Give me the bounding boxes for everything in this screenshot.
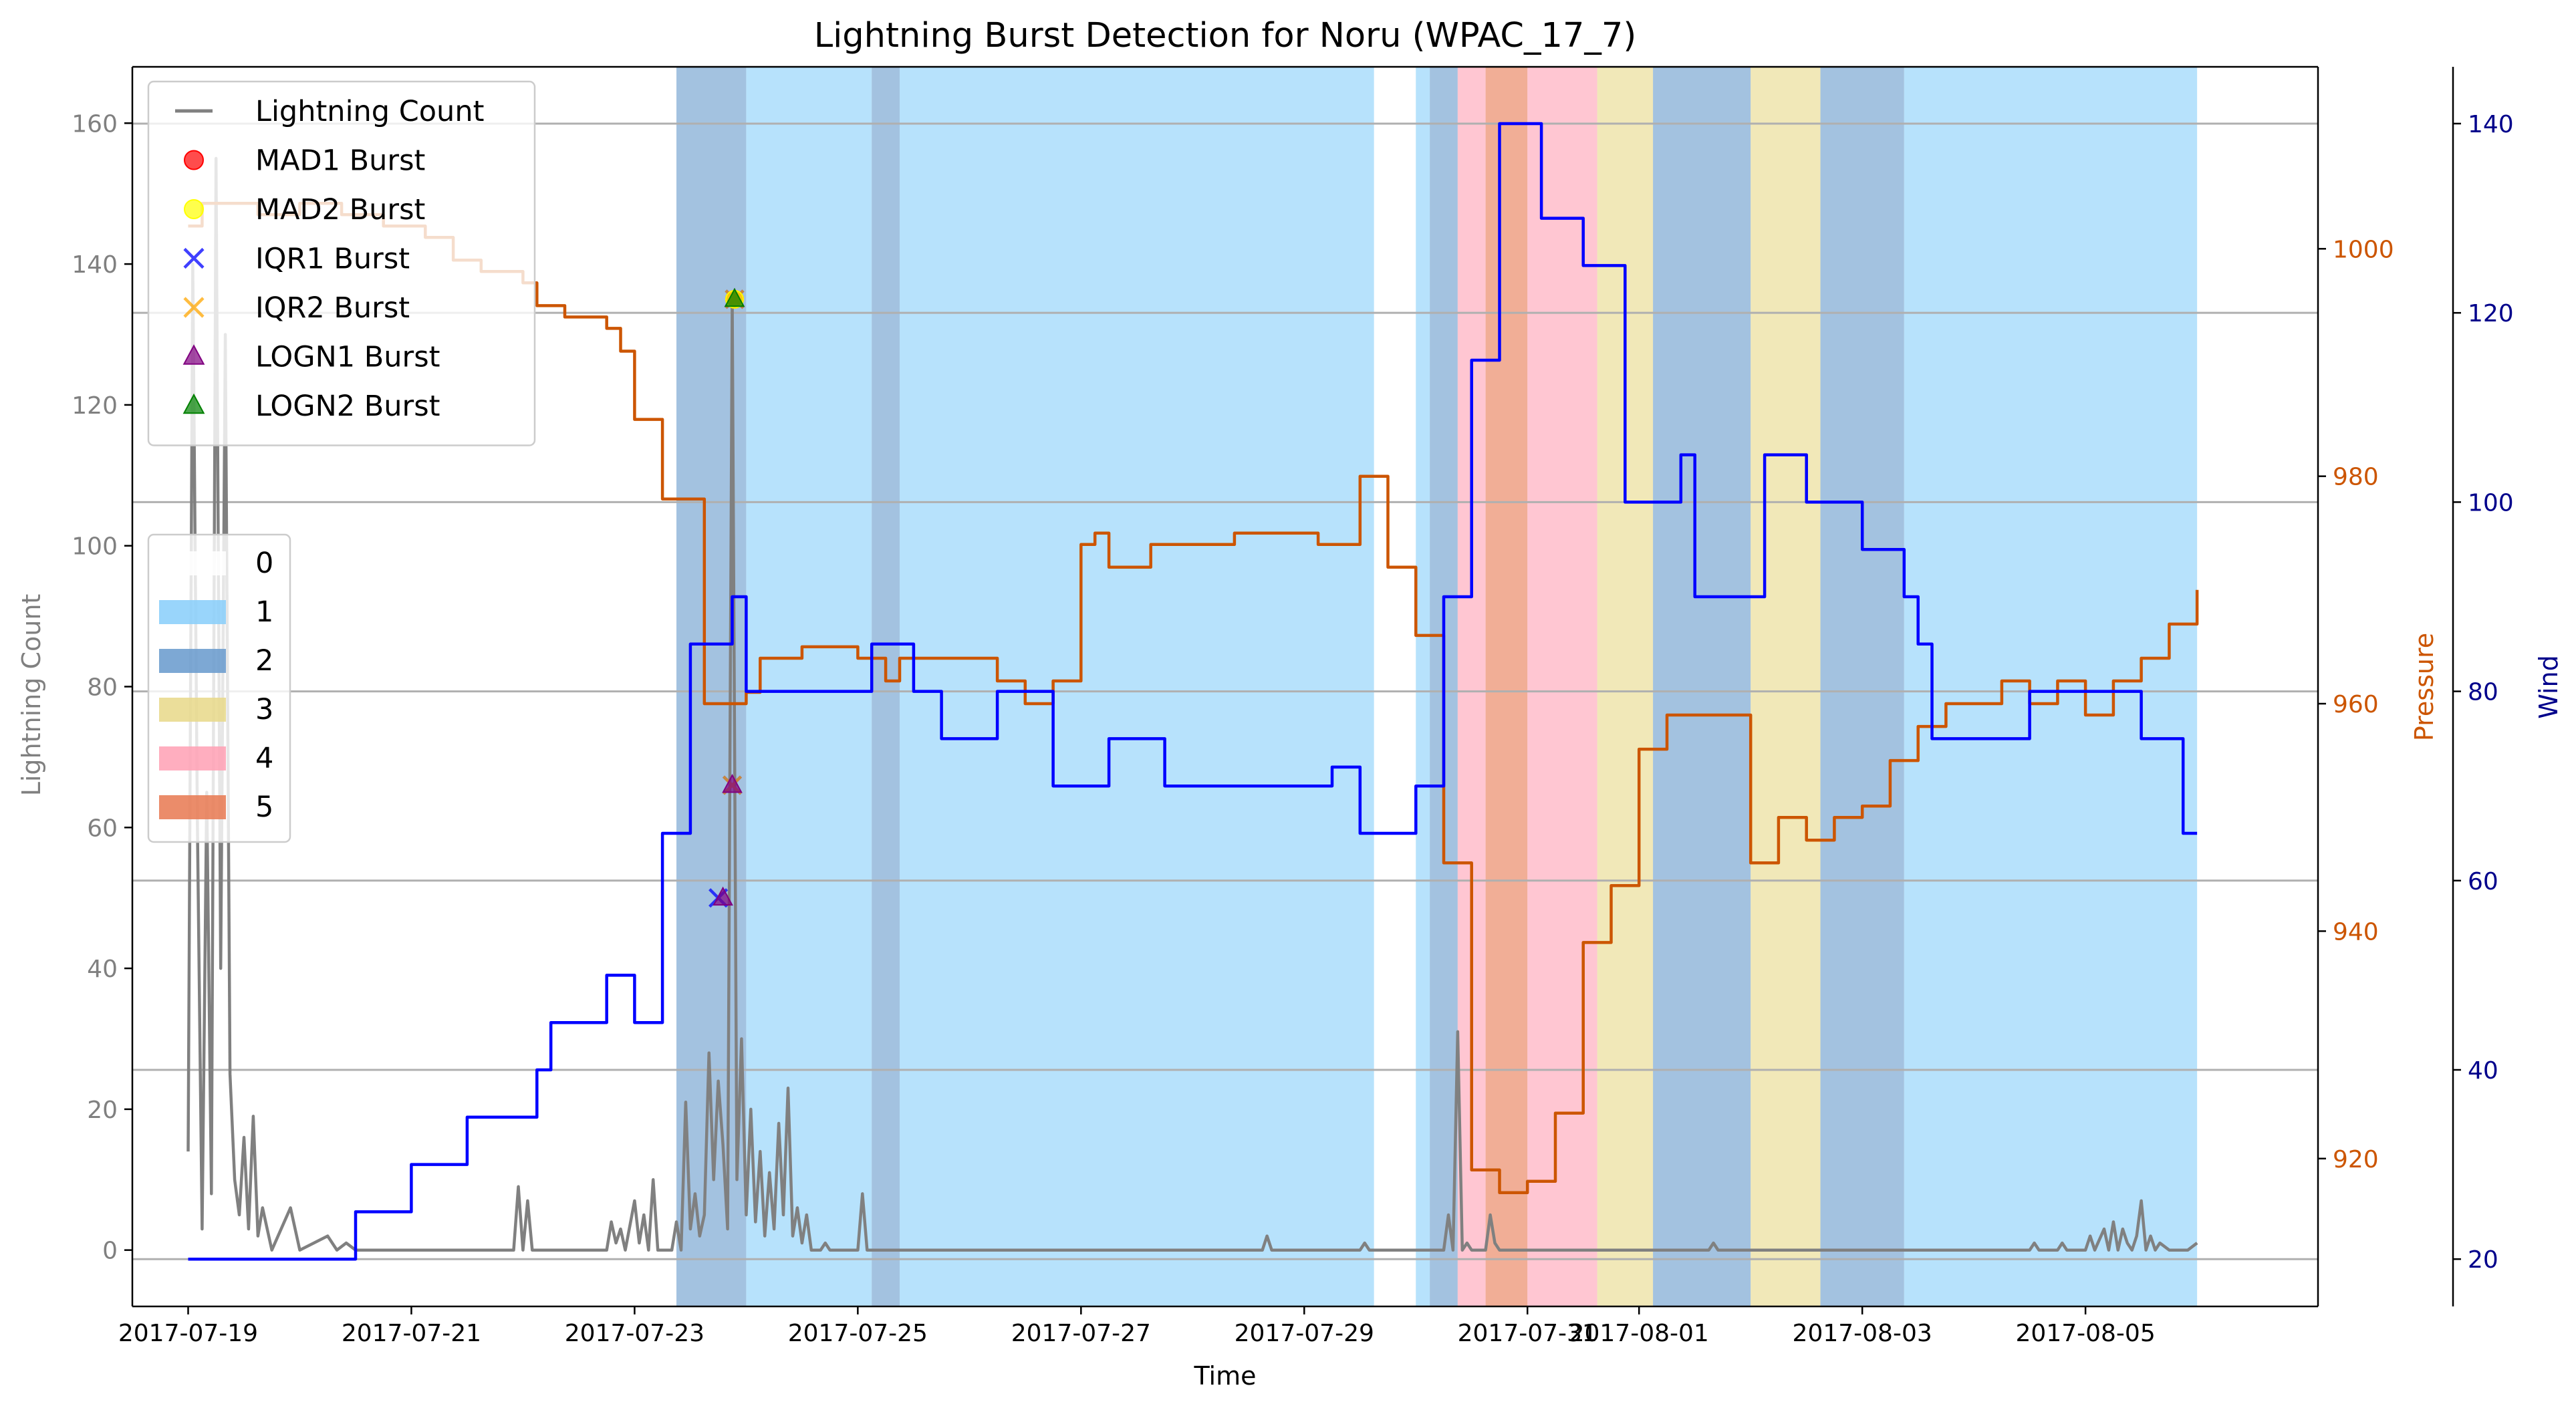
burst-logn2-burst-0	[724, 287, 745, 307]
legend-marker-icon-6	[182, 393, 205, 414]
y-left-tick-label-8: 160	[72, 110, 118, 138]
x-tick-label-5: 2017-07-29	[1235, 1320, 1374, 1347]
legend-category-label-3: 3	[255, 693, 273, 726]
legend-marker-icon-1	[184, 150, 204, 170]
legend-category-swatch-5	[159, 795, 226, 819]
legend-marker-label-3: IQR1 Burst	[255, 243, 410, 276]
axes: 2017-07-19 2017-07-21 2017-07-23 2017-07-25…	[72, 65, 2514, 1347]
legend-category-swatch-4	[159, 746, 226, 770]
legend-category-label-2: 2	[255, 644, 273, 678]
legend-category-label-0: 0	[255, 547, 273, 580]
x-tick-label-4: 2017-07-27	[1011, 1320, 1151, 1347]
category-band-12	[1820, 67, 1904, 1306]
legend-marker-label-1: MAD1 Burst	[255, 144, 425, 178]
legend-marker-label-4: IQR2 Burst	[255, 291, 410, 325]
burst-logn1-burst-0	[713, 886, 733, 906]
y-pressure-tick-label-1: 940	[2333, 918, 2379, 946]
y-wind-tick-label-5: 120	[2468, 300, 2514, 327]
category-band-8	[1527, 67, 1597, 1306]
legend-category-label-5: 5	[255, 791, 273, 824]
y-wind-tick-label-4: 100	[2468, 489, 2514, 517]
x-tick-label-1: 2017-07-21	[342, 1320, 481, 1347]
category-band-4	[1416, 67, 1430, 1306]
y-axis-label-pressure: Pressure	[2410, 633, 2439, 741]
x-tick-label-3: 2017-07-25	[788, 1320, 928, 1347]
y-axis-label-lightning: Lightning Count	[17, 594, 46, 797]
y-left-tick-label-7: 140	[72, 251, 118, 279]
y-wind-tick-label-6: 140	[2468, 111, 2514, 138]
y-left-tick-label-4: 80	[87, 674, 118, 702]
legend-marker-icon-4	[183, 297, 205, 318]
y-left-tick-label-5: 100	[72, 533, 118, 561]
category-band-1	[746, 67, 872, 1306]
legend-marker-label-0: Lightning Count	[255, 95, 484, 128]
x-tick-label-9: 2017-08-05	[2016, 1320, 2156, 1347]
category-bands	[676, 67, 2198, 1306]
x-axis-label: Time	[1194, 1361, 1257, 1391]
series-lines	[186, 122, 2199, 1261]
x-tick-label-7: 2017-08-01	[1569, 1320, 1709, 1347]
series-line-pressure	[188, 201, 2199, 1195]
legend-category-swatch-2	[159, 649, 226, 673]
category-band-11	[1751, 67, 1821, 1306]
category-band-13	[1904, 67, 2198, 1306]
legend-marker-icon-5	[182, 344, 205, 365]
y-pressure-tick-label-0: 920	[2333, 1146, 2379, 1173]
burst-logn1-burst-1	[722, 774, 743, 793]
y-pressure-tick-label-4: 1000	[2333, 236, 2394, 263]
y-left-tick-label-1: 20	[87, 1097, 118, 1124]
category-band-10	[1653, 67, 1751, 1306]
y-pressure-tick-label-2: 960	[2333, 691, 2379, 718]
legends: Lightning Count MAD1 Burst MAD2 Burst IQR1 …	[147, 80, 536, 843]
series-line-lightning-count	[186, 156, 2198, 1252]
category-band-7	[1485, 67, 1528, 1306]
y-wind-tick-label-1: 40	[2468, 1057, 2498, 1085]
legend-marker-icon-3	[183, 247, 205, 269]
legend-marker-icon-2	[184, 199, 204, 219]
legend-category-swatch-3	[159, 698, 226, 722]
chart-title: Lightning Burst Detection for Noru (WPAC…	[814, 16, 1637, 55]
x-tick-label-6: 2017-07-31	[1458, 1320, 1597, 1347]
legend-marker-label-6: LOGN2 Burst	[255, 390, 440, 423]
x-tick-label-8: 2017-08-03	[1793, 1320, 1932, 1347]
legend-marker-label-2: MAD2 Burst	[255, 193, 425, 227]
legend-category-swatch-0	[159, 551, 226, 575]
y-left-tick-label-0: 0	[102, 1238, 118, 1265]
burst-markers	[709, 287, 745, 908]
legend-category-swatch-1	[159, 600, 226, 624]
category-band-3	[899, 67, 1374, 1306]
category-band-2	[872, 67, 900, 1306]
legend-marker-label-5: LOGN1 Burst	[255, 341, 440, 374]
x-tick-label-2: 2017-07-23	[565, 1320, 704, 1347]
y-wind-tick-label-0: 20	[2468, 1246, 2498, 1274]
legend-markers-box	[147, 80, 536, 446]
y-wind-tick-label-3: 80	[2468, 679, 2498, 706]
category-band-9	[1597, 67, 1654, 1306]
x-tick-label-0: 2017-07-19	[118, 1320, 258, 1347]
legend-category-label-4: 4	[255, 742, 273, 775]
y-left-tick-label-2: 40	[87, 956, 118, 983]
y-wind-tick-label-2: 60	[2468, 868, 2498, 895]
y-left-tick-label-3: 60	[87, 815, 118, 842]
y-axis-label-wind: Wind	[2534, 655, 2563, 719]
legend-category-label-1: 1	[255, 595, 273, 629]
y-left-tick-label-6: 120	[72, 392, 118, 420]
y-pressure-tick-label-3: 980	[2333, 464, 2379, 491]
series-line-wind	[188, 122, 2198, 1261]
